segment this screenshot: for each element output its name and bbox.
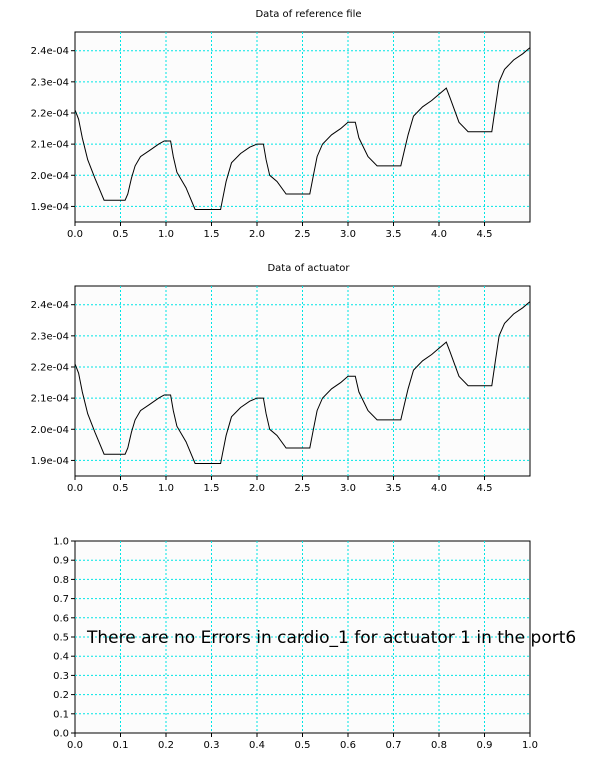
x-tick-label: 0.3 — [204, 740, 220, 751]
x-tick-label: 2.0 — [249, 229, 265, 240]
y-tick-label: 0.0 — [53, 729, 69, 740]
x-tick-label: 0.0 — [67, 229, 83, 240]
x-tick-label: 1.0 — [158, 483, 174, 494]
x-tick-label: 0.0 — [67, 740, 83, 751]
y-tick-label: 2.2e-04 — [31, 108, 69, 119]
y-tick-label: 0.3 — [53, 671, 69, 682]
y-tick-label: 0.7 — [53, 594, 69, 605]
y-tick-label: 1.0 — [53, 537, 69, 548]
x-tick-label: 0.5 — [295, 740, 311, 751]
x-tick-label: 0.4 — [249, 740, 265, 751]
x-tick-label: 4.0 — [431, 229, 447, 240]
plot-area — [74, 285, 531, 477]
y-tick-label: 2.2e-04 — [31, 362, 69, 373]
x-tick-label: 0.6 — [340, 740, 356, 751]
x-tick-label: 0.0 — [67, 483, 83, 494]
y-tick-label: 2.1e-04 — [31, 394, 69, 405]
y-tick-label: 2.4e-04 — [31, 46, 69, 57]
y-tick-label: 2.1e-04 — [31, 140, 69, 151]
y-tick-label: 2.3e-04 — [31, 77, 69, 88]
chart-title: Data of reference file — [255, 9, 361, 20]
y-tick-label: 0.1 — [53, 709, 69, 720]
x-tick-label: 3.0 — [340, 483, 356, 494]
x-tick-label: 3.5 — [386, 483, 402, 494]
plot-area — [74, 31, 531, 223]
y-tick-label: 0.5 — [53, 633, 69, 644]
x-tick-label: 4.5 — [477, 483, 493, 494]
y-tick-label: 2.3e-04 — [31, 331, 69, 342]
y-tick-label: 2.0e-04 — [31, 171, 69, 182]
x-tick-label: 0.8 — [431, 740, 447, 751]
x-tick-label: 3.0 — [340, 229, 356, 240]
series-line-1 — [74, 301, 531, 464]
x-tick-label: 1.0 — [158, 229, 174, 240]
chart-1: Data of reference file 0.0 0.5 1.0 1.5 2.0 2.5… — [31, 9, 531, 240]
y-tick-label: 0.6 — [53, 613, 69, 624]
status-message: There are no Errors in cardio_1 for actu… — [86, 628, 576, 648]
x-tick-label: 0.5 — [113, 483, 129, 494]
x-tick-label: 0.7 — [386, 740, 402, 751]
y-tick-label: 0.8 — [53, 575, 69, 586]
x-tick-label: 0.1 — [113, 740, 129, 751]
y-tick-label: 2.4e-04 — [31, 300, 69, 311]
y-tick-label: 1.9e-04 — [31, 456, 69, 467]
x-tick-label: 2.0 — [249, 483, 265, 494]
x-tick-label: 1.5 — [204, 229, 220, 240]
chart-title: Data of actuator — [267, 263, 350, 274]
x-tick-label: 2.5 — [295, 229, 311, 240]
y-tick-label: 2.0e-04 — [31, 425, 69, 436]
chart-3: 0.0 0.1 0.2 0.3 0.4 0.5 0.6 0.7 0.8 0.9 1.0 0.0 0.1 0… — [53, 537, 576, 752]
x-tick-label: 4.5 — [477, 229, 493, 240]
x-tick-label: 2.5 — [295, 483, 311, 494]
x-tick-label: 1.5 — [204, 483, 220, 494]
y-tick-label: 0.4 — [53, 652, 69, 663]
chart-2: Data of actuator 0.0 0.5 1.0 1.5 2.0 2.5 3.0 3.5… — [31, 263, 531, 494]
x-tick-label: 4.0 — [431, 483, 447, 494]
y-tick-label: 0.2 — [53, 690, 69, 701]
x-tick-label: 3.5 — [386, 229, 402, 240]
x-tick-label: 0.2 — [158, 740, 174, 751]
y-tick-label: 0.9 — [53, 556, 69, 567]
x-tick-label: 0.5 — [113, 229, 129, 240]
x-tick-label: 1.0 — [522, 740, 538, 751]
series-line-1 — [74, 47, 531, 210]
y-tick-label: 1.9e-04 — [31, 202, 69, 213]
x-tick-label: 0.9 — [477, 740, 493, 751]
